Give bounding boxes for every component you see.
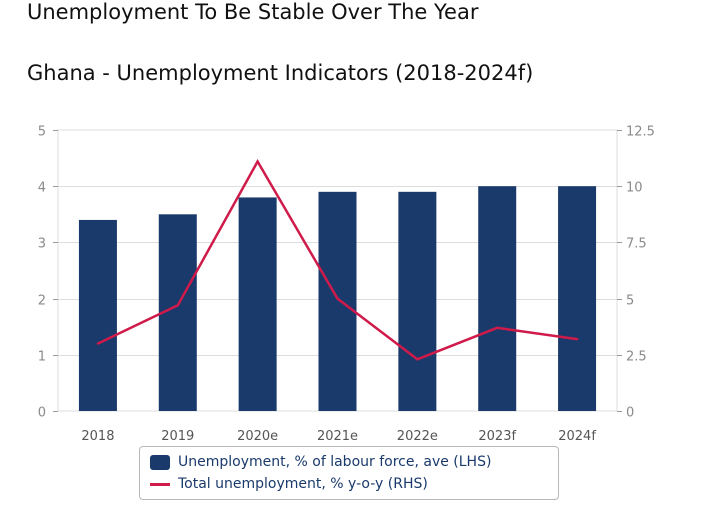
x-tick-label: 2023f bbox=[478, 429, 516, 444]
headline: Unemployment To Be Stable Over The Year bbox=[27, 0, 479, 24]
line-point bbox=[575, 337, 579, 341]
y-left-tick-label: 0 bbox=[38, 406, 46, 421]
bar bbox=[558, 186, 597, 411]
x-tick-label: 2024f bbox=[558, 429, 596, 444]
legend-label-line: Total unemployment, % y-o-y (RHS) bbox=[178, 476, 428, 492]
chart-legend: Unemployment, % of labour force, ave (LH… bbox=[139, 446, 559, 500]
y-left-tick-label: 5 bbox=[38, 125, 46, 140]
legend-bar-swatch bbox=[150, 454, 170, 470]
line-point bbox=[336, 297, 339, 300]
chart-subheadline: Ghana - Unemployment Indicators (2018-20… bbox=[27, 61, 534, 85]
y-left-tick-label: 2 bbox=[38, 294, 46, 309]
x-tick-label: 2018 bbox=[81, 429, 114, 444]
legend-label-bar: Unemployment, % of labour force, ave (LH… bbox=[178, 454, 492, 470]
y-right-tick-label: 0 bbox=[626, 406, 634, 421]
y-left-tick-label: 4 bbox=[38, 181, 46, 196]
y-right-tick-label: 7.5 bbox=[626, 237, 647, 252]
legend-item-line[interactable]: Total unemployment, % y-o-y (RHS) bbox=[150, 474, 428, 494]
line-series bbox=[96, 158, 579, 361]
line-point bbox=[176, 304, 179, 307]
bar bbox=[318, 191, 357, 411]
y-right-tick-label: 2.5 bbox=[626, 350, 647, 365]
y-right-tick-label: 12.5 bbox=[626, 125, 655, 140]
bar-series bbox=[78, 186, 597, 411]
x-tick-label: 2021e bbox=[317, 429, 358, 444]
y-right-tick-label: 10 bbox=[626, 181, 643, 196]
x-tick-label: 2020e bbox=[237, 429, 278, 444]
line-point bbox=[96, 342, 100, 345]
legend-line-swatch bbox=[150, 482, 170, 486]
bar bbox=[478, 186, 517, 411]
legend-item-bar[interactable]: Unemployment, % of labour force, ave (LH… bbox=[150, 452, 491, 472]
y-left-tick-label: 1 bbox=[38, 350, 46, 365]
axes: 0 1 2 3 4 5 0 2.5 5 7.5 10 12.5 2018 2019 2020e 2021e 20… bbox=[38, 125, 655, 445]
line-point bbox=[496, 326, 499, 330]
bar bbox=[78, 219, 117, 411]
bar bbox=[238, 197, 277, 411]
y-right-tick-label: 5 bbox=[626, 294, 634, 309]
y-left-tick-label: 3 bbox=[38, 237, 46, 252]
x-tick-label: 2022e bbox=[397, 429, 438, 444]
line-point bbox=[256, 160, 259, 163]
line-point bbox=[416, 358, 419, 361]
x-tick-label: 2019 bbox=[161, 429, 194, 444]
bar bbox=[398, 191, 437, 411]
